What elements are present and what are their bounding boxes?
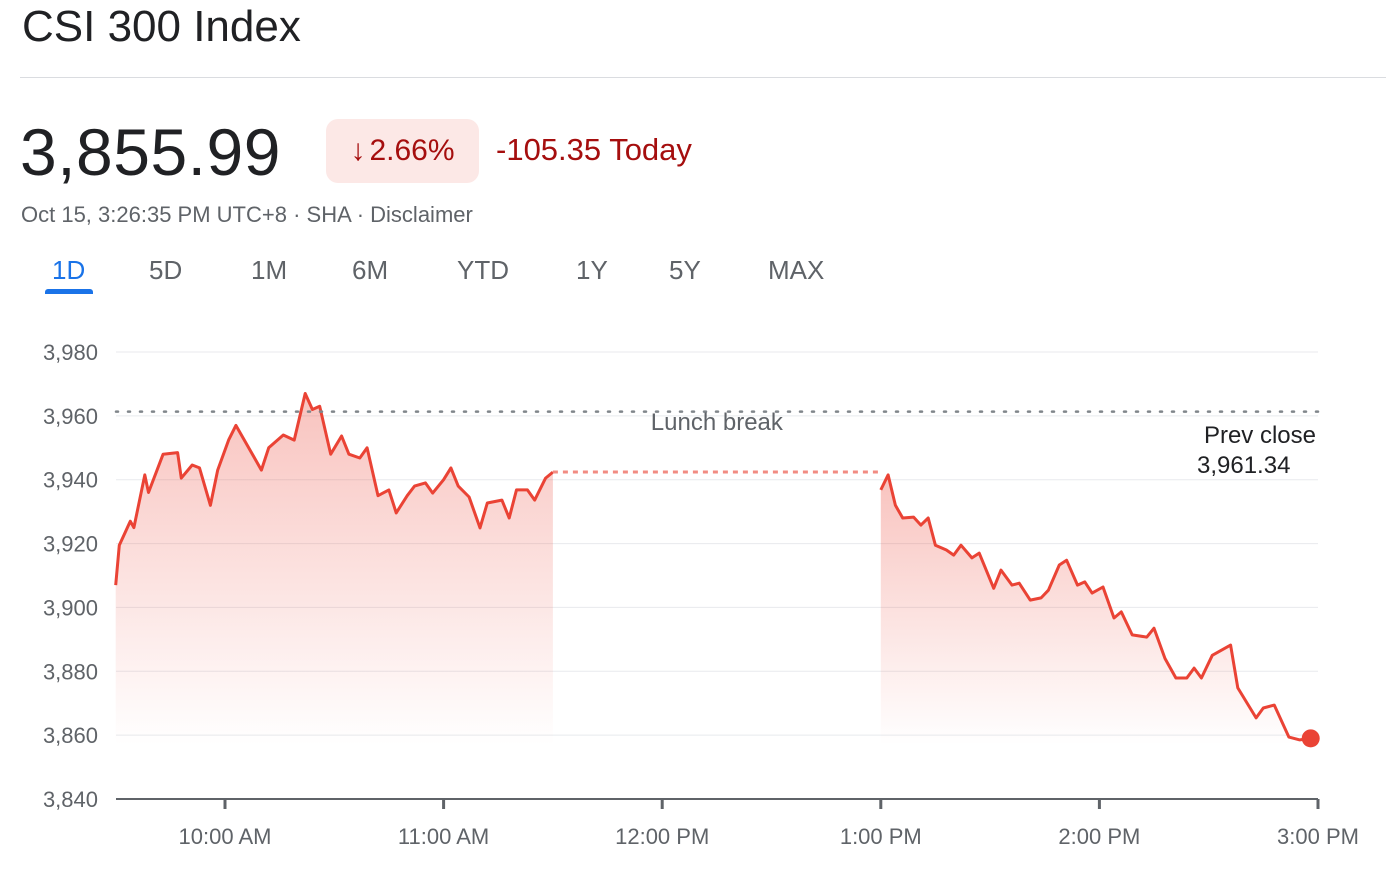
timestamp: Oct 15, 3:26:35 PM UTC+8 [21,202,287,227]
separator: · [293,202,301,227]
price-line [879,473,1311,742]
y-tick-label: 3,980 [43,340,98,365]
y-tick-label: 3,840 [43,787,98,812]
y-tick-label: 3,960 [43,404,98,429]
exchange: SHA [306,202,351,227]
x-tick-label: 11:00 AM [398,824,489,849]
change-percent-badge: ↓ 2.66% [326,119,479,183]
tab-max[interactable]: MAX [768,255,825,285]
prev-close-label: Prev close [1204,422,1316,449]
y-tick-label: 3,940 [43,468,98,493]
divider [20,77,1386,78]
x-tick-label: 2:00 PM [1058,824,1140,849]
y-tick-label: 3,920 [43,532,98,557]
x-tick-label: 10:00 AM [179,824,272,849]
price-area-fill [115,393,553,745]
change-percent: 2.66% [369,134,455,167]
tab-5d[interactable]: 5D [149,255,183,285]
change-today: -105.35 Today [496,132,692,167]
price-area-fill [880,474,1311,745]
x-tick-label: 1:00 PM [840,824,922,849]
y-tick-label: 3,860 [43,723,98,748]
y-tick-label: 3,900 [43,595,98,620]
tab-5y[interactable]: 5Y [669,255,701,285]
tab-1d[interactable]: 1D [52,255,86,285]
current-price: 3,855.99 [20,115,281,189]
separator: · [356,202,365,227]
x-tick-label: 3:00 PM [1277,824,1359,849]
page-title: CSI 300 Index [22,2,301,51]
tab-1m[interactable]: 1M [251,255,288,285]
active-tab-indicator [45,289,93,294]
price-line [114,392,554,586]
y-tick-label: 3,880 [43,659,98,684]
x-tick-label: 12:00 PM [615,824,709,849]
tab-1y[interactable]: 1Y [576,255,608,285]
disclaimer-link[interactable]: Disclaimer [370,202,473,227]
lunch-break-label: Lunch break [651,409,784,436]
current-price-marker [1301,729,1320,748]
tab-6m[interactable]: 6M [352,255,389,285]
arrow-down-icon: ↓ [350,134,366,167]
tab-ytd[interactable]: YTD [457,255,509,285]
quote-meta: Oct 15, 3:26:35 PM UTC+8 · SHA · Disclai… [21,202,473,228]
prev-close-value: 3,961.34 [1197,452,1290,479]
